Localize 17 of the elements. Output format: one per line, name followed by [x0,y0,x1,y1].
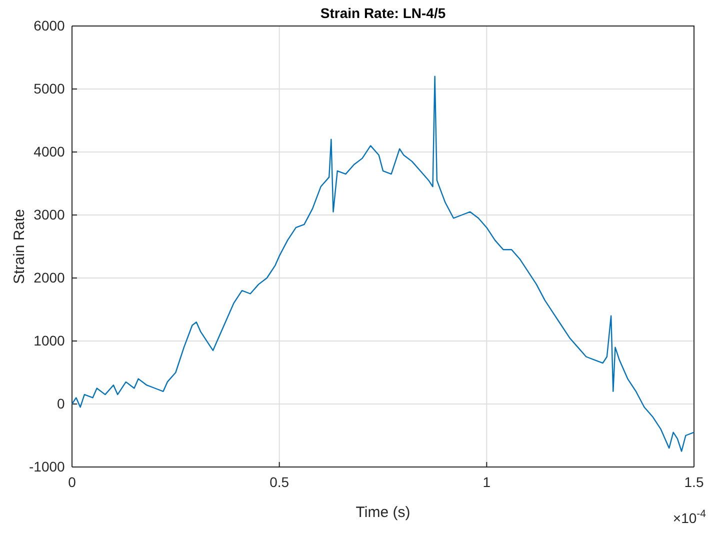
y-tick-label: 5000 [34,80,65,96]
text: ×10$^{-4}$ [672,508,706,526]
y-tick-label: 2000 [34,269,65,286]
x-tick-label: 1 [482,474,491,490]
y-tick-label: -1000 [28,458,66,474]
y-tick-label: 0 [57,395,66,412]
x-tick-label: 1.5 [684,474,704,490]
y-tick-label: 6000 [34,17,65,34]
y-tick-label: 3000 [34,206,65,222]
x-tick-label: 0 [68,474,76,490]
y-tick-label: 1000 [34,332,65,348]
y-tick-label: 4000 [34,143,65,160]
line-series [71,76,695,452]
y-axis-title: Strain Rate [11,208,28,284]
chart-title: Strain Rate: LN-4/5 [320,5,446,21]
x-axis-title: Time (s) [356,504,410,521]
x-tick-label: 0.5 [270,474,290,490]
